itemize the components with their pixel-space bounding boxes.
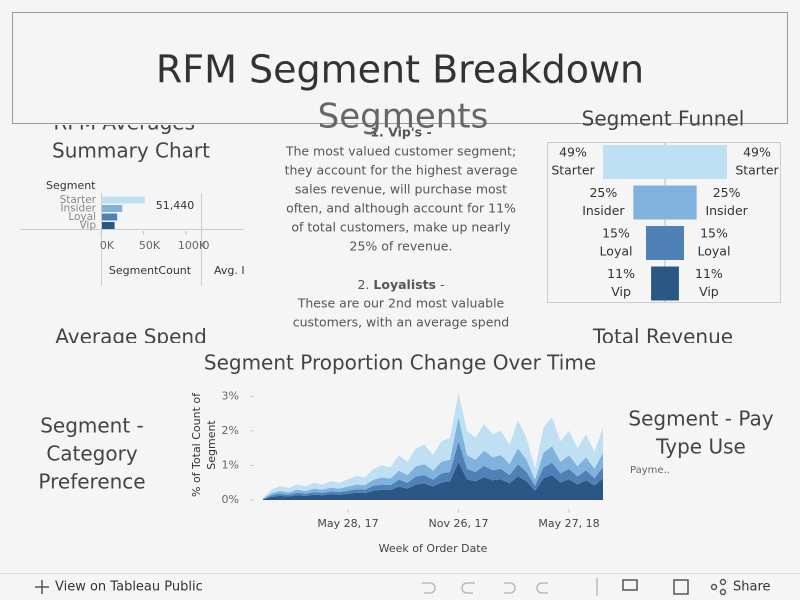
rfm-row-label: Insider: [60, 203, 96, 215]
funnel-label-left: Loyal: [600, 244, 633, 259]
segment-line: sales revenue, will purchase most: [295, 182, 507, 197]
category-title: Preference: [38, 470, 145, 494]
funnel-value-left: 11%: [607, 266, 635, 281]
funnel-bar: [651, 266, 679, 301]
category-title: Segment -: [40, 414, 144, 438]
x-tick-label: May 27, 18: [538, 517, 599, 530]
segments-title: Segments: [318, 97, 489, 137]
y-tick-label: 3%: [222, 389, 239, 402]
funnel-label-left: Starter: [551, 163, 595, 178]
x-axis-label: Week of Order Date: [379, 542, 488, 555]
toolbar: [0, 573, 800, 600]
funnel-value-right: 11%: [695, 266, 723, 281]
clipped-title: Average Spend: [55, 325, 207, 349]
y-tick-label: 0%: [222, 493, 239, 506]
segment-line: they account for the highest average: [285, 163, 518, 178]
funnel-value-right: 15%: [700, 226, 728, 241]
rfm-tick-label: 100K: [178, 239, 207, 252]
toolbar-icons[interactable]: [422, 578, 727, 596]
segment-line: 25% of revenue.: [350, 239, 453, 254]
funnel-title: Segment Funnel: [582, 107, 745, 131]
segment-line: The most valued customer segment;: [285, 144, 516, 159]
heading-dash: -: [440, 277, 445, 292]
top-panels: RFM Averages - Summary Chart Segment Starte…: [20, 111, 733, 349]
funnel-label-right: Insider: [705, 203, 748, 218]
area-series: [263, 392, 603, 499]
x-tick-label: Nov 26, 17: [429, 517, 489, 530]
dashboard-title: RFM Segment Breakdown: [156, 48, 644, 92]
funnel-value-right: 25%: [713, 185, 741, 200]
rfm-tick-label-2: 0: [203, 239, 210, 252]
funnel-value-left: 25%: [589, 185, 617, 200]
title-frame: [12, 12, 788, 124]
x-tick-label: May 28, 17: [317, 517, 378, 530]
pay-type-title: Type Use: [655, 435, 746, 459]
funnel-label-left: Vip: [611, 284, 631, 299]
funnel-frame: [547, 142, 781, 303]
segment-line: of total customers, make up nearly: [291, 220, 511, 235]
rfm-x-label-2: Avg. I: [214, 264, 245, 277]
tableau-icon[interactable]: [35, 580, 49, 594]
funnel: 49% Starter 49% Starter 25% Insider 25% Insider…: [551, 145, 780, 301]
segment-heading: 1. Vip's -: [370, 125, 431, 140]
funnel-bar: [633, 185, 697, 220]
pay-type-title: Segment - Pay: [628, 407, 773, 431]
category-title: Category: [46, 442, 138, 466]
segment-line: customers, with an average spend: [293, 315, 510, 330]
clipped-title: Total Revenue: [592, 325, 733, 349]
rfm-bar: [101, 222, 115, 229]
heading-number: 2.: [357, 277, 369, 292]
funnel-value-left: 49%: [559, 145, 587, 160]
segment-heading: 2. Loyalists -: [357, 277, 444, 292]
rfm-bar: [101, 196, 145, 204]
area-series: [263, 441, 603, 500]
rfm-bar: [101, 205, 123, 212]
clipped-label: Payme..: [630, 465, 670, 476]
rfm-x-label: SegmentCount: [109, 264, 192, 277]
y-axis-label: Segment: [205, 420, 218, 470]
area-series: [263, 417, 603, 499]
funnel-label-left: Insider: [582, 203, 625, 218]
funnel-label-right: Vip: [699, 284, 719, 299]
proportion-title: Segment Proportion Change Over Time: [204, 351, 596, 375]
rfm-title: Summary Chart: [52, 139, 210, 163]
rfm-row-header: Segment: [46, 179, 96, 192]
side-titles: Segment - Category Preference Segment - Pay…: [38, 407, 773, 494]
view-link[interactable]: View on Tableau Public: [55, 580, 203, 595]
segment-line: These are our 2nd most valuable: [297, 296, 505, 311]
rfm-tick-label: 0K: [100, 239, 115, 252]
funnel-label-right: Starter: [735, 163, 779, 178]
rfm-value-label: 51,440: [156, 199, 195, 212]
rfm-bar: [101, 213, 118, 221]
proportion-chart: % of Total Count of Segment 0% 1% 2% 3% May 28…: [190, 389, 603, 530]
funnel-bar: [603, 145, 727, 179]
rfm-row-label: Starter: [60, 194, 97, 206]
funnel-label-right: Loyal: [698, 244, 731, 259]
rfm-title: RFM Averages -: [53, 111, 208, 135]
rfm-row-label: Loyal: [68, 211, 96, 223]
y-tick-label: 2%: [222, 424, 239, 437]
share-button[interactable]: Share: [733, 580, 771, 595]
funnel-value-left: 15%: [602, 226, 630, 241]
y-tick-label: 1%: [222, 458, 239, 471]
segment-line: often, and although account for 11%: [286, 201, 516, 216]
heading-name: Loyalists: [373, 277, 436, 292]
rfm-row-label: Vip: [79, 220, 96, 232]
segments-text: 1. Vip's - The most valued customer segme…: [285, 125, 518, 330]
funnel-bar: [646, 226, 684, 260]
rfm-tick-label: 50K: [139, 239, 161, 252]
y-axis-label: % of Total Count of: [190, 392, 203, 497]
area-series: [263, 462, 603, 500]
funnel-value-right: 49%: [743, 145, 771, 160]
